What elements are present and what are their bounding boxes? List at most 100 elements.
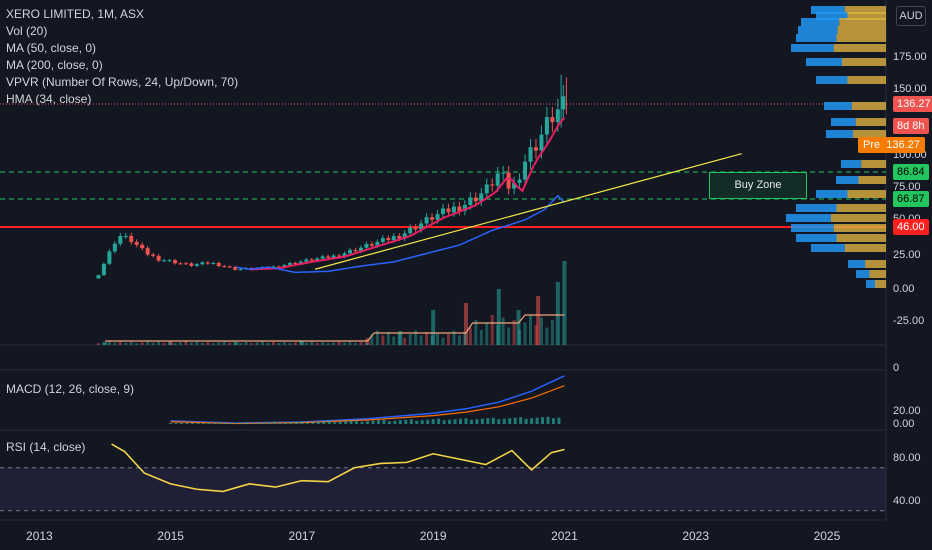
- volume-bar: [468, 327, 472, 345]
- volume-bar: [162, 342, 166, 345]
- vpvr-bar-down: [836, 34, 886, 42]
- volume-bar: [446, 334, 450, 345]
- macd-histogram-bar: [415, 420, 419, 424]
- volume-bar: [370, 334, 374, 345]
- x-tick-label: 2015: [157, 529, 184, 543]
- vpvr-bar-down: [855, 118, 886, 126]
- volume-bar: [337, 341, 341, 345]
- candle-body: [238, 269, 243, 271]
- rsi-line: [111, 443, 565, 493]
- vpvr-bar-up: [856, 270, 870, 278]
- axes: 2013 2015 2017 2019 2021 2023 2025 175.00 150.00…: [26, 51, 927, 543]
- volume-bar: [539, 317, 543, 345]
- vpvr-bar-up: [816, 12, 848, 20]
- vpvr-bar-up: [824, 102, 852, 110]
- volume-bar: [364, 343, 368, 345]
- candle-body: [441, 208, 445, 215]
- candle-body: [457, 206, 462, 211]
- volume-bar: [512, 320, 516, 345]
- candle-body: [462, 204, 467, 211]
- volume-bar: [113, 342, 117, 345]
- volume-bar: [501, 317, 505, 345]
- candle-body: [326, 256, 331, 258]
- vpvr-bar-down: [847, 190, 886, 198]
- macd-histogram-bar: [256, 423, 260, 424]
- macd-label[interactable]: MACD (12, 26, close, 9): [6, 382, 135, 396]
- premarket-value: 136.27: [886, 139, 920, 151]
- macd-histogram-bar: [393, 420, 397, 424]
- volume-bar: [392, 336, 396, 345]
- candle-body: [304, 259, 309, 262]
- volume-bar: [168, 342, 172, 345]
- overlay-ma200[interactable]: MA (200, close, 0): [6, 58, 103, 72]
- vpvr-bar-up: [816, 76, 848, 84]
- candle-body: [145, 248, 150, 255]
- candle-body: [107, 251, 112, 264]
- vpvr-bar-up: [848, 260, 866, 268]
- macd-histogram-bar: [283, 422, 287, 424]
- grid: [0, 0, 887, 521]
- candle-body: [501, 172, 506, 174]
- volume-bar: [555, 282, 560, 345]
- macd-histogram-bar: [420, 420, 424, 424]
- buy-zone-box[interactable]: Buy Zone: [709, 172, 807, 199]
- volume-bar: [397, 333, 401, 345]
- x-tick-label: 2017: [289, 529, 316, 543]
- overlay-hma[interactable]: HMA (34, close): [6, 92, 92, 106]
- premarket-tag: Pre 136.27: [858, 137, 925, 153]
- macd-histogram-bar: [453, 419, 457, 424]
- volume-bar: [168, 340, 173, 345]
- y-tick-label: 0.00: [893, 283, 914, 295]
- overlay-volume[interactable]: Vol (20): [6, 24, 48, 38]
- volume-bar: [441, 337, 445, 345]
- volume-bar: [381, 335, 385, 345]
- volume-bar: [343, 342, 347, 345]
- vpvr-bar-up: [806, 58, 842, 66]
- candle-body: [451, 206, 456, 213]
- candle-body: [233, 266, 238, 270]
- volume-bar: [266, 342, 270, 345]
- candle-body: [287, 263, 292, 266]
- x-tick-label: 2019: [420, 529, 447, 543]
- volume-bar: [326, 343, 330, 345]
- macd-histogram-bar: [234, 423, 238, 424]
- macd-histogram-bar: [333, 422, 337, 424]
- macd-tick-label: 0.00: [893, 418, 914, 430]
- currency-button[interactable]: AUD: [896, 6, 926, 26]
- macd-histogram-bar: [229, 423, 233, 424]
- vpvr-bar-up: [836, 176, 859, 184]
- volume-bar: [403, 337, 407, 345]
- macd-histogram-bar: [502, 418, 506, 424]
- last-price-tag: 136.27: [893, 96, 932, 112]
- volume-bar: [550, 320, 554, 345]
- countdown-tag: 8d 8h: [893, 118, 929, 134]
- macd-histogram-bar: [240, 422, 244, 424]
- macd-histogram-bar: [262, 422, 266, 424]
- overlay-vpvr[interactable]: VPVR (Number Of Rows, 24, Up/Down, 70): [6, 75, 239, 89]
- vpvr-bar-down: [836, 204, 886, 212]
- candle-body: [293, 263, 298, 265]
- volume-bar: [496, 289, 501, 345]
- volume-bar: [490, 315, 494, 345]
- volume-bar: [496, 325, 500, 345]
- overlay-ma50[interactable]: MA (50, close, 0): [6, 41, 97, 55]
- volume-bar: [234, 342, 239, 345]
- volume-bar: [293, 342, 297, 345]
- volume-bar: [228, 342, 232, 345]
- volume-bar: [178, 342, 182, 345]
- rsi-label[interactable]: RSI (14, close): [6, 440, 86, 454]
- x-tick-label: 2013: [26, 529, 53, 543]
- macd-histogram-bar: [349, 420, 353, 424]
- volume-bar: [529, 315, 533, 345]
- volume-bar: [463, 303, 468, 345]
- volume-zero-label: 0: [893, 362, 899, 374]
- candle-body: [282, 265, 287, 268]
- macd-histogram-bar: [300, 421, 304, 424]
- volume-bar: [457, 335, 461, 345]
- macd-histogram-bar: [387, 421, 391, 424]
- volume-bar: [146, 341, 150, 345]
- candle-body: [96, 275, 101, 279]
- volume-bar: [348, 341, 352, 345]
- vpvr-bar-down: [865, 260, 886, 268]
